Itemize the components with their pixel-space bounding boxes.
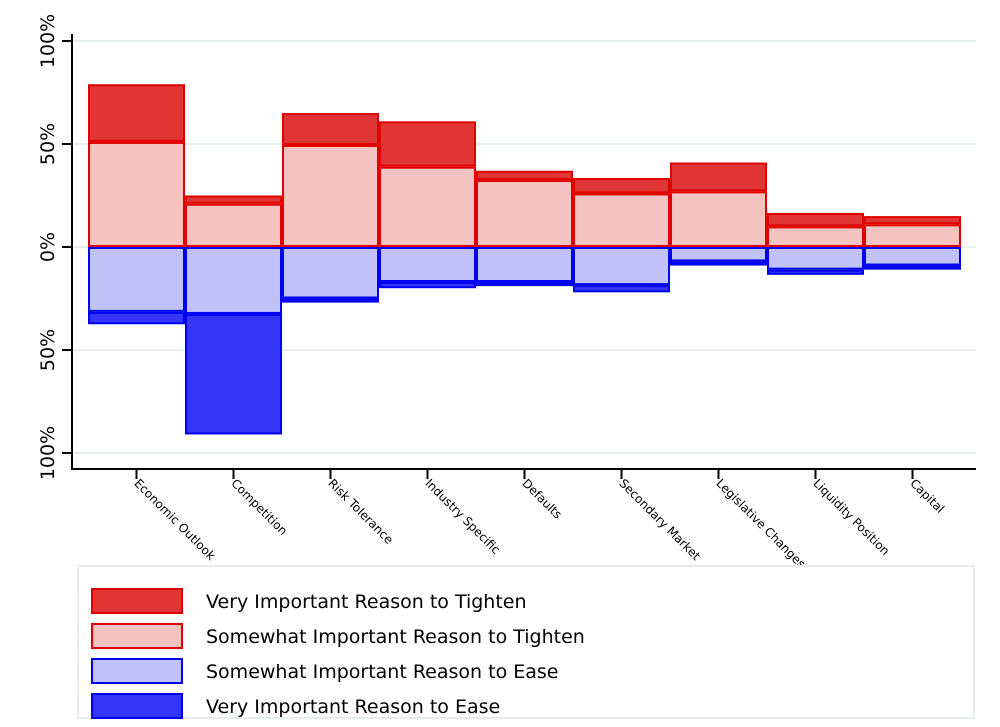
bar-very-important-reason-to-ease-risk-tolerance: [282, 298, 379, 303]
x-ticks: Economic Outlook Competition Risk Toleranc…: [131, 469, 947, 571]
bar-somewhat-important-reason-to-ease-legislative-changes: [670, 247, 767, 262]
x-tick-label: Industry Specific: [422, 476, 503, 557]
bar-very-important-reason-to-tighten-economic-outlook: [88, 84, 185, 142]
bar-very-important-reason-to-tighten-defaults: [476, 170, 573, 181]
legend-label-very-important-reason-to-tighten: Very Important Reason to Tighten: [206, 591, 527, 613]
bar-somewhat-important-reason-to-ease-liquidity-position: [767, 247, 864, 270]
x-tick-label: Legislative Changes: [713, 476, 808, 571]
bar-very-important-reason-to-ease-legislative-changes: [670, 261, 767, 266]
bar-somewhat-important-reason-to-tighten-legislative-changes: [670, 191, 767, 248]
bar-very-important-reason-to-ease-economic-outlook: [88, 311, 185, 325]
x-tick-label: Risk Tolerance: [325, 476, 396, 547]
bar-very-important-reason-to-tighten-risk-tolerance: [282, 113, 379, 146]
bar-somewhat-important-reason-to-tighten-economic-outlook: [88, 141, 185, 247]
legend-swatch-somewhat-important-reason-to-ease: [91, 658, 183, 684]
bar-somewhat-important-reason-to-tighten-risk-tolerance: [282, 145, 379, 247]
y-tick-label: 50%: [37, 123, 59, 165]
x-tick-label: Liquidity Position: [810, 476, 892, 558]
x-tick-label: Competition: [228, 476, 290, 538]
bar-very-important-reason-to-tighten-industry-specific: [379, 121, 476, 167]
x-tick-label: Economic Outlook: [131, 476, 218, 563]
bar-somewhat-important-reason-to-ease-defaults: [476, 247, 573, 283]
bar-very-important-reason-to-ease-secondary-market: [573, 285, 670, 293]
y-tick-label: 0%: [37, 232, 59, 262]
bar-very-important-reason-to-tighten-secondary-market: [573, 177, 670, 194]
legend-swatch-somewhat-important-reason-to-tighten: [91, 623, 183, 649]
legend-label-very-important-reason-to-ease: Very Important Reason to Ease: [206, 696, 500, 718]
legend-swatch-very-important-reason-to-tighten: [91, 588, 183, 614]
bar-very-important-reason-to-tighten-capital: [864, 216, 961, 225]
bar-very-important-reason-to-tighten-legislative-changes: [670, 162, 767, 192]
y-tick-label: 100%: [37, 14, 59, 68]
bar-somewhat-important-reason-to-tighten-competition: [185, 203, 282, 248]
y-tick-label: 100%: [37, 426, 59, 480]
bar-somewhat-important-reason-to-ease-economic-outlook: [88, 247, 185, 312]
bar-somewhat-important-reason-to-ease-industry-specific: [379, 247, 476, 283]
bar-very-important-reason-to-ease-capital: [864, 265, 961, 270]
bar-somewhat-important-reason-to-ease-capital: [864, 247, 961, 266]
bar-very-important-reason-to-ease-industry-specific: [379, 282, 476, 289]
bar-very-important-reason-to-ease-competition: [185, 313, 282, 435]
legend-label-somewhat-important-reason-to-tighten: Somewhat Important Reason to Tighten: [206, 626, 585, 648]
bar-very-important-reason-to-tighten-competition: [185, 195, 282, 204]
legend-box: [77, 565, 975, 719]
bar-very-important-reason-to-tighten-liquidity-position: [767, 213, 864, 227]
bar-somewhat-important-reason-to-tighten-capital: [864, 224, 961, 247]
bar-somewhat-important-reason-to-tighten-industry-specific: [379, 166, 476, 247]
x-tick-label: Defaults: [519, 476, 564, 521]
y-tick-label: 50%: [37, 329, 59, 371]
y-ticks: 100% 50% 0% 50% 100%: [37, 14, 72, 480]
bar-somewhat-important-reason-to-tighten-liquidity-position: [767, 226, 864, 247]
bar-somewhat-important-reason-to-ease-competition: [185, 247, 282, 314]
bar-somewhat-important-reason-to-tighten-defaults: [476, 180, 573, 247]
legend-label-somewhat-important-reason-to-ease: Somewhat Important Reason to Ease: [206, 661, 558, 683]
x-tick-label: Capital: [907, 476, 947, 516]
bar-very-important-reason-to-ease-liquidity-position: [767, 269, 864, 275]
legend: Very Important Reason to Tighten Somewhat…: [77, 565, 975, 719]
x-tick-label: Secondary Market: [616, 476, 703, 563]
bars: [88, 84, 961, 435]
bar-somewhat-important-reason-to-ease-secondary-market: [573, 247, 670, 286]
bar-very-important-reason-to-ease-defaults: [476, 282, 573, 287]
legend-swatch-very-important-reason-to-ease: [91, 693, 183, 719]
bar-somewhat-important-reason-to-tighten-secondary-market: [573, 193, 670, 248]
bar-somewhat-important-reason-to-ease-risk-tolerance: [282, 247, 379, 299]
